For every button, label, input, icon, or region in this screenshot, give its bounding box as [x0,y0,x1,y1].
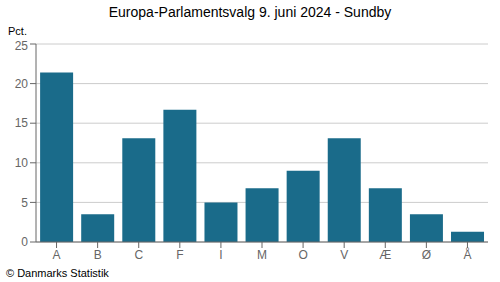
svg-text:25: 25 [15,39,29,53]
svg-text:0: 0 [21,235,28,249]
svg-text:5: 5 [21,196,28,210]
html-text:Europa-Parlamentsvalg 9. juni: Europa-Parlamentsvalg 9. juni 2024 - Sun… [108,4,392,20]
svg-text:Å: Å [463,247,471,262]
svg-text:F: F [176,248,183,262]
svg-text:B: B [94,248,102,262]
svg-text:O: O [298,248,307,262]
svg-text:V: V [340,248,348,262]
html-text:Pct.: Pct. [8,25,27,37]
html-text:© Danmarks Statistik: © Danmarks Statistik [6,267,109,279]
svg-text:I: I [219,248,222,262]
svg-text:15: 15 [15,116,29,130]
svg-text:Æ: Æ [379,248,391,262]
svg-text:A: A [53,248,61,262]
svg-text:10: 10 [15,156,29,170]
svg-text:Ø: Ø [422,248,431,262]
svg-text:M: M [257,248,267,262]
svg-text:20: 20 [15,77,29,91]
svg-text:C: C [134,248,143,262]
